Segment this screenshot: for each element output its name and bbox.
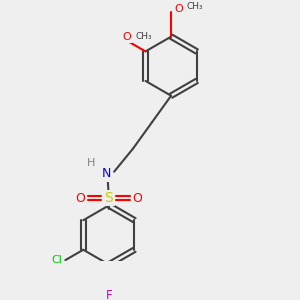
Text: Cl: Cl (52, 255, 62, 265)
Text: H: H (87, 158, 95, 168)
Text: F: F (106, 289, 112, 300)
Text: S: S (104, 191, 113, 205)
Text: O: O (132, 192, 142, 205)
Text: CH₃: CH₃ (186, 2, 202, 11)
Text: O: O (174, 4, 183, 14)
Text: CH₃: CH₃ (136, 32, 152, 41)
Text: N: N (102, 167, 111, 180)
Text: O: O (123, 32, 131, 42)
Text: O: O (75, 192, 85, 205)
